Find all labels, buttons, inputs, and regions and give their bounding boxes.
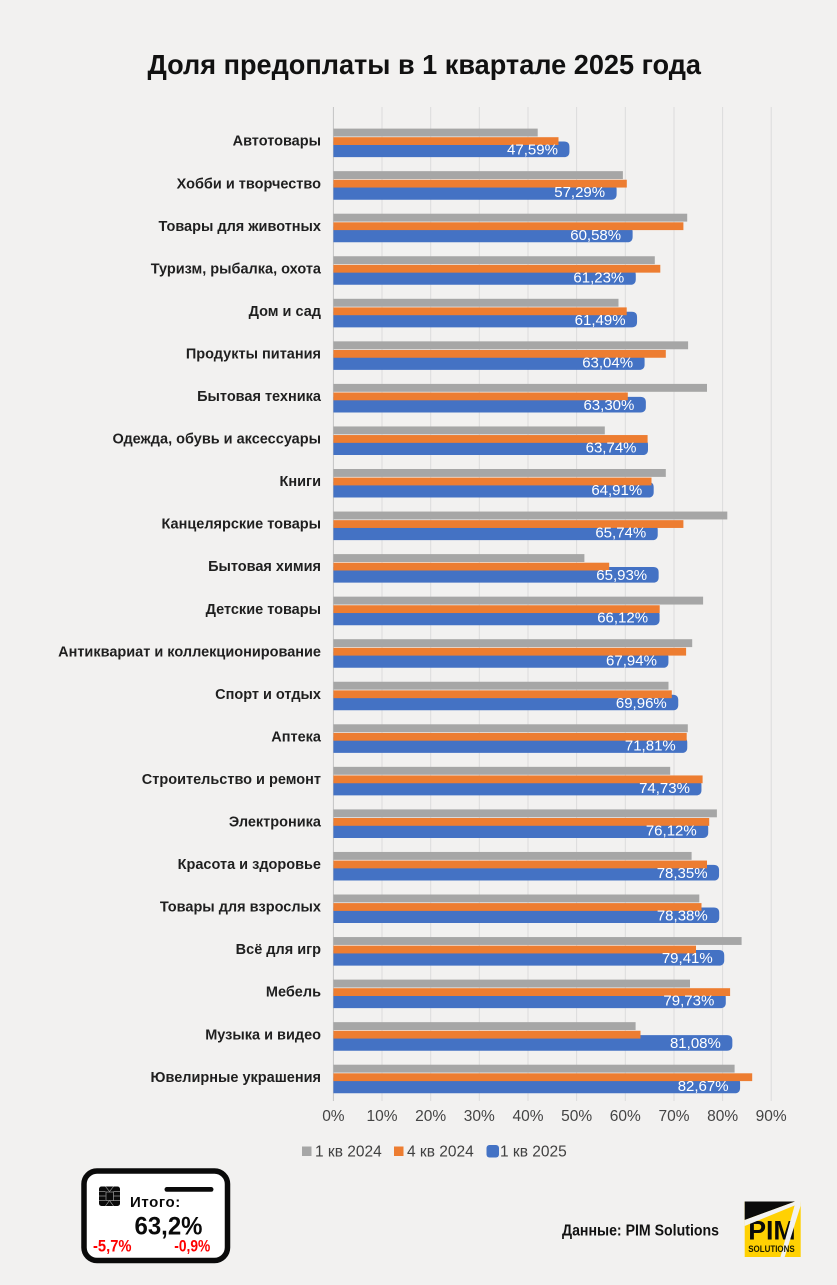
svg-text:Туризм, рыбалка, охота: Туризм, рыбалка, охота: [151, 261, 322, 277]
svg-text:80%: 80%: [707, 1108, 738, 1125]
svg-text:Антиквариат и коллекционирован: Антиквариат и коллекционирование: [58, 644, 321, 660]
svg-text:76,12%: 76,12%: [646, 822, 697, 839]
svg-text:Музыка и видео: Музыка и видео: [205, 1027, 321, 1043]
svg-text:65,74%: 65,74%: [595, 525, 646, 542]
svg-text:Продукты питания: Продукты питания: [186, 346, 321, 362]
svg-text:20%: 20%: [415, 1108, 446, 1125]
svg-text:1 кв 2025: 1 кв 2025: [500, 1144, 567, 1161]
svg-text:Товары для животных: Товары для животных: [159, 219, 321, 235]
svg-text:81,08%: 81,08%: [670, 1035, 721, 1052]
svg-text:Ювелирные украшения: Ювелирные украшения: [151, 1070, 321, 1086]
svg-text:Итого:: Итого:: [130, 1194, 181, 1211]
svg-text:Бытовая химия: Бытовая химия: [208, 559, 321, 575]
svg-text:Электроника: Электроника: [229, 815, 322, 831]
svg-text:0%: 0%: [322, 1108, 345, 1125]
svg-text:40%: 40%: [512, 1108, 543, 1125]
svg-text:Книги: Книги: [280, 474, 321, 490]
svg-text:Данные: PIM Solutions: Данные: PIM Solutions: [562, 1223, 719, 1240]
svg-text:Спорт и отдых: Спорт и отдых: [215, 687, 321, 703]
svg-text:63,2%: 63,2%: [135, 1213, 203, 1241]
svg-text:1 кв 2024: 1 кв 2024: [315, 1144, 382, 1161]
svg-text:60%: 60%: [610, 1108, 641, 1125]
svg-text:Товары для взрослых: Товары для взрослых: [160, 900, 321, 916]
svg-text:61,23%: 61,23%: [573, 269, 624, 286]
svg-text:64,91%: 64,91%: [591, 482, 642, 499]
svg-text:Детские товары: Детские товары: [206, 602, 321, 618]
svg-text:4 кв 2024: 4 кв 2024: [407, 1144, 474, 1161]
svg-text:Хобби и творчество: Хобби и творчество: [177, 176, 321, 192]
svg-text:79,73%: 79,73%: [663, 993, 714, 1010]
svg-text:-0,9%: -0,9%: [174, 1237, 210, 1256]
svg-text:Одежда, обувь и аксессуары: Одежда, обувь и аксессуары: [113, 432, 321, 448]
svg-text:66,12%: 66,12%: [597, 610, 648, 627]
svg-text:90%: 90%: [756, 1108, 787, 1125]
svg-text:57,29%: 57,29%: [554, 184, 605, 201]
svg-text:74,73%: 74,73%: [639, 780, 690, 797]
svg-text:30%: 30%: [464, 1108, 495, 1125]
svg-text:79,41%: 79,41%: [662, 950, 713, 967]
svg-text:63,30%: 63,30%: [583, 397, 634, 414]
svg-text:Всё для игр: Всё для игр: [236, 942, 321, 958]
svg-text:70%: 70%: [658, 1108, 689, 1125]
svg-text:71,81%: 71,81%: [625, 737, 676, 754]
svg-text:67,94%: 67,94%: [606, 652, 657, 669]
svg-text:Автотовары: Автотовары: [233, 134, 321, 150]
svg-text:Мебель: Мебель: [266, 985, 321, 1001]
svg-text:69,96%: 69,96%: [616, 695, 667, 712]
svg-text:Доля предоплаты в 1 квартале 2: Доля предоплаты в 1 квартале 2025 года: [148, 49, 702, 80]
svg-text:SOLUTIONS: SOLUTIONS: [748, 1244, 795, 1254]
svg-text:Аптека: Аптека: [271, 729, 322, 745]
svg-text:10%: 10%: [366, 1108, 397, 1125]
svg-text:Красота и здоровье: Красота и здоровье: [178, 857, 321, 873]
svg-text:Канцелярские товары: Канцелярские товары: [162, 517, 321, 533]
svg-text:61,49%: 61,49%: [575, 312, 626, 329]
svg-text:Строительство и ремонт: Строительство и ремонт: [142, 772, 321, 788]
svg-text:Дом и сад: Дом и сад: [249, 304, 321, 320]
svg-text:82,67%: 82,67%: [678, 1078, 729, 1095]
svg-text:63,04%: 63,04%: [582, 354, 633, 371]
svg-text:-5,7%: -5,7%: [93, 1237, 132, 1256]
svg-text:50%: 50%: [561, 1108, 592, 1125]
svg-text:47,59%: 47,59%: [507, 142, 558, 159]
svg-text:65,93%: 65,93%: [596, 567, 647, 584]
svg-text:78,38%: 78,38%: [657, 908, 708, 925]
svg-text:Бытовая техника: Бытовая техника: [197, 389, 322, 405]
svg-text:60,58%: 60,58%: [570, 227, 621, 244]
svg-text:63,74%: 63,74%: [586, 440, 637, 457]
svg-text:78,35%: 78,35%: [657, 865, 708, 882]
